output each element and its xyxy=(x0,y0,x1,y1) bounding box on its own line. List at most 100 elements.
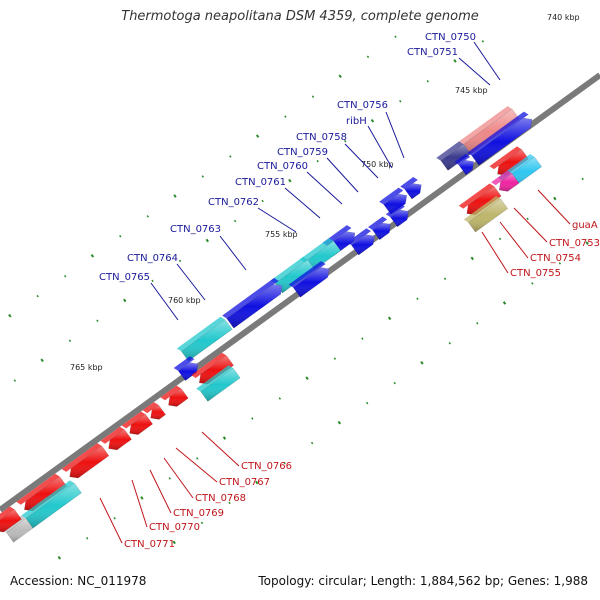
tick-mark xyxy=(288,178,292,183)
tick-mark xyxy=(333,357,337,360)
tick-mark xyxy=(470,256,474,261)
tick-mark xyxy=(233,219,237,223)
scale-label-765: 765 kbp xyxy=(70,363,103,372)
tick-mark xyxy=(498,237,502,241)
tick-mark xyxy=(283,461,286,465)
leader-line xyxy=(499,221,529,259)
gene-ctn0761[interactable] xyxy=(299,238,341,273)
leader-line xyxy=(176,263,206,301)
leader-line xyxy=(537,189,571,225)
gene-ctn0754[interactable] xyxy=(491,170,520,192)
tick-mark xyxy=(68,339,72,342)
gene-label-ctn0762: CTN_0762 xyxy=(208,197,259,208)
gene-ctn0769[interactable] xyxy=(121,411,153,435)
tick-mark xyxy=(387,316,392,321)
tick-mark xyxy=(311,95,315,98)
leader-line xyxy=(458,57,491,86)
tick-mark xyxy=(200,521,204,525)
tick-mark xyxy=(338,74,342,79)
tick-mark xyxy=(310,441,314,445)
tick-mark xyxy=(96,319,99,323)
gene-ctn0752[interactable] xyxy=(467,111,533,166)
gene-ctn0762[interactable] xyxy=(270,256,316,294)
gene-ctn0771[interactable] xyxy=(61,443,110,479)
leader-line xyxy=(149,469,172,514)
gene-ctn0764[interactable] xyxy=(176,316,233,362)
leader-line xyxy=(513,207,548,243)
gene-label-ribh: ribH xyxy=(346,116,367,127)
leader-line xyxy=(344,143,379,179)
genome-title: Thermotoga neapolitana DSM 4359, complet… xyxy=(121,9,479,24)
tick-mark xyxy=(8,313,12,318)
gene-features xyxy=(0,106,542,543)
gene-ctn0763b[interactable] xyxy=(222,278,283,329)
scale-label-740: 740 kbp xyxy=(547,13,580,22)
gene-ctn0763[interactable] xyxy=(288,261,330,298)
tick-mark xyxy=(201,175,205,178)
tick-mark xyxy=(229,155,232,158)
leader-line xyxy=(219,235,247,271)
leader-line xyxy=(99,497,123,544)
gene-ctn0768[interactable] xyxy=(142,402,166,420)
tick-mark xyxy=(205,238,209,243)
gene-label-ctn0766: CTN_0766 xyxy=(241,461,292,472)
tick-mark xyxy=(443,277,447,281)
gene-labels-bottom: guaA CTN_0753 CTN_0754 CTN_0755 CTN_0766… xyxy=(124,220,600,550)
leader-line xyxy=(150,282,179,321)
gene-ctn0755[interactable] xyxy=(458,183,502,216)
tick-mark xyxy=(173,194,177,198)
gene-label-guaa: guaA xyxy=(572,220,598,231)
tick-mark xyxy=(278,397,282,400)
tick-mark xyxy=(420,361,424,365)
tick-mark xyxy=(123,298,127,303)
leader-line xyxy=(284,187,321,219)
scale-label-750: 750 kbp xyxy=(361,160,394,169)
tick-mark xyxy=(172,540,176,545)
tick-mark xyxy=(370,118,375,123)
gene-ctn0756b[interactable] xyxy=(400,177,422,200)
gene-ctn0755b[interactable] xyxy=(463,195,509,233)
tick-mark xyxy=(228,501,231,505)
gene-label-ctn0750: CTN_0750 xyxy=(425,32,476,43)
tick-mark xyxy=(481,40,485,43)
gene-ctn0766b[interactable] xyxy=(196,365,241,402)
gene-ctn0765[interactable] xyxy=(173,356,199,381)
gene-ctn0767[interactable] xyxy=(160,385,189,407)
gene-ctn0753[interactable] xyxy=(489,146,529,176)
tick-mark xyxy=(553,196,557,201)
tick-mark xyxy=(140,496,144,500)
tick-mark xyxy=(63,274,67,278)
gene-ctn0758[interactable] xyxy=(368,216,391,241)
gene-label-ctn0751: CTN_0751 xyxy=(407,47,458,58)
tick-mark xyxy=(448,342,451,345)
gene-small-fwd-a[interactable] xyxy=(454,153,474,176)
leader-line xyxy=(385,111,405,159)
tick-mark xyxy=(168,477,171,480)
gene-ctn0756[interactable] xyxy=(379,187,408,215)
gene-ctn0775[interactable] xyxy=(0,506,22,533)
tick-mark xyxy=(255,134,260,138)
leader-line xyxy=(367,125,393,169)
tick-mark xyxy=(585,241,589,245)
gene-ctn0770[interactable] xyxy=(100,426,132,451)
scale-labels: 740 kbp 745 kbp 750 kbp 755 kbp 760 kbp … xyxy=(70,13,580,372)
scale-label-760: 760 kbp xyxy=(168,296,201,305)
gene-ctn0751[interactable] xyxy=(436,141,471,171)
tick-mark xyxy=(531,282,534,285)
gene-ctn0766[interactable] xyxy=(191,352,234,385)
scale-label-745: 745 kbp xyxy=(455,86,488,95)
tick-mark xyxy=(416,297,419,300)
tick-mark xyxy=(222,436,227,440)
gene-ctn0773[interactable] xyxy=(21,480,82,529)
tick-mark xyxy=(305,376,309,380)
gene-ribh[interactable] xyxy=(385,203,409,228)
tick-mark xyxy=(255,480,259,485)
gene-label-ctn0754: CTN_0754 xyxy=(530,253,581,264)
gene-label-ctn0770: CTN_0770 xyxy=(149,522,200,533)
gene-label-ctn0753: CTN_0753 xyxy=(549,238,600,249)
tick-mark xyxy=(581,177,584,181)
tick-mark xyxy=(361,337,364,340)
gene-label-ctn0755: CTN_0755 xyxy=(510,268,561,279)
tick-mark xyxy=(502,301,507,305)
